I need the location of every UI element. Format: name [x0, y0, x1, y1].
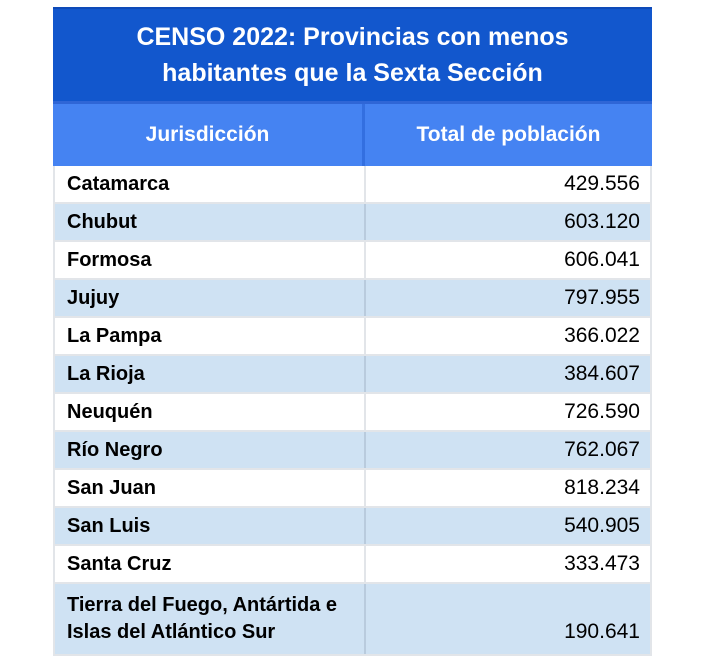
- population-cell: 726.590: [364, 394, 650, 430]
- table-row: La Pampa 366.022: [55, 316, 650, 354]
- table-row: Río Negro 762.067: [55, 430, 650, 468]
- table-header-row: Jurisdicción Total de población: [53, 104, 652, 166]
- table-row: Neuquén 726.590: [55, 392, 650, 430]
- population-cell: 384.607: [364, 356, 650, 392]
- column-header-total-poblacion: Total de población: [362, 104, 652, 166]
- table-row: San Luis 540.905: [55, 506, 650, 544]
- table-row: Tierra del Fuego, Antártida e Islas del …: [55, 582, 650, 654]
- population-cell: 606.041: [364, 242, 650, 278]
- population-cell: 333.473: [364, 546, 650, 582]
- page-title: CENSO 2022: Provincias con menos habitan…: [136, 23, 569, 87]
- column-header-jurisdiccion: Jurisdicción: [145, 123, 270, 146]
- jurisdiction-cell: San Luis: [67, 514, 151, 537]
- jurisdiction-cell: San Juan: [67, 476, 156, 499]
- jurisdiction-cell: Neuquén: [67, 400, 153, 423]
- jurisdiction-cell: Jujuy: [67, 286, 120, 309]
- jurisdiction-cell: Catamarca: [67, 172, 170, 195]
- jurisdiction-cell: Formosa: [67, 248, 152, 271]
- population-cell: 429.556: [364, 166, 650, 202]
- population-cell: 818.234: [364, 470, 650, 506]
- population-cell: 797.955: [364, 280, 650, 316]
- population-cell: 762.067: [364, 432, 650, 468]
- table-row: Chubut 603.120: [55, 202, 650, 240]
- table-row: San Juan 818.234: [55, 468, 650, 506]
- table-body: Catamarca 429.556 Chubut 603.120 Formosa…: [53, 166, 652, 656]
- population-cell: 366.022: [364, 318, 650, 354]
- table-title-banner: CENSO 2022: Provincias con menos habitan…: [53, 7, 652, 104]
- jurisdiction-cell: Tierra del Fuego, Antártida e Islas del …: [67, 594, 338, 643]
- jurisdiction-cell: La Rioja: [67, 362, 145, 385]
- jurisdiction-cell: Río Negro: [67, 438, 163, 461]
- table-row: Jujuy 797.955: [55, 278, 650, 316]
- jurisdiction-cell: La Pampa: [67, 324, 162, 347]
- population-cell: 190.641: [364, 584, 650, 654]
- population-cell: 603.120: [364, 204, 650, 240]
- table-row: Catamarca 429.556: [55, 166, 650, 202]
- population-cell: 540.905: [364, 508, 650, 544]
- jurisdiction-cell: Santa Cruz: [67, 552, 172, 575]
- table-row: Formosa 606.041: [55, 240, 650, 278]
- table-row: Santa Cruz 333.473: [55, 544, 650, 582]
- census-table: CENSO 2022: Provincias con menos habitan…: [53, 7, 652, 656]
- table-row: La Rioja 384.607: [55, 354, 650, 392]
- jurisdiction-cell: Chubut: [67, 210, 137, 233]
